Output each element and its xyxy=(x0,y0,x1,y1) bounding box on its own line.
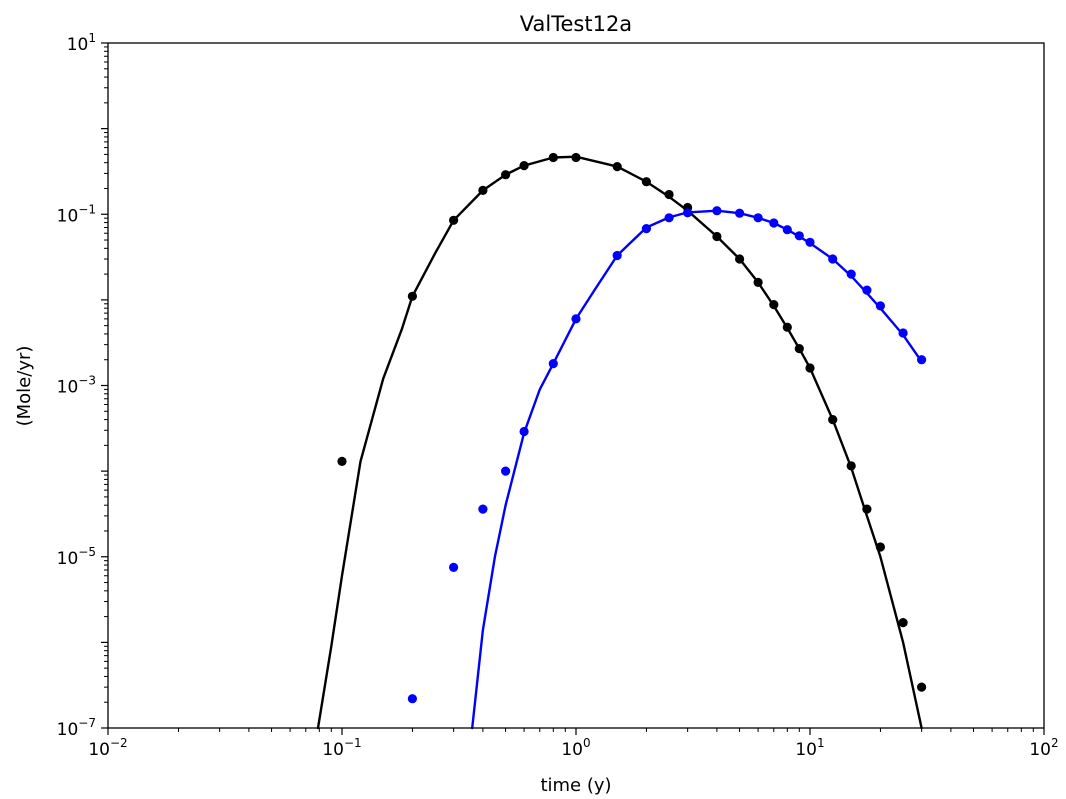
series-1-point xyxy=(862,504,872,514)
y-tick-label: 10−7 xyxy=(57,716,96,740)
series-1-point xyxy=(337,456,347,466)
series-3-point xyxy=(862,285,872,295)
series-3-point xyxy=(501,466,511,476)
series-3-point xyxy=(794,231,804,241)
series-1-point xyxy=(612,162,622,172)
series-1-point xyxy=(571,152,581,163)
series-3-point xyxy=(571,314,581,324)
series-1-point xyxy=(805,363,815,373)
series-3-point xyxy=(612,250,622,261)
series-3-point xyxy=(664,213,674,223)
series-3-point xyxy=(846,269,856,279)
series-1-point xyxy=(478,185,488,195)
series-3-point xyxy=(782,225,792,235)
y-tick-label: 10−5 xyxy=(57,545,96,569)
x-tick-label: 10−2 xyxy=(88,736,127,760)
x-tick-label: 100 xyxy=(561,736,590,760)
series-1-point xyxy=(735,254,745,264)
y-tick-label: 10−3 xyxy=(57,374,96,398)
series-1-point xyxy=(846,461,856,471)
series-3-point xyxy=(898,328,908,338)
series-3-point xyxy=(917,355,927,365)
series-3-point xyxy=(753,213,763,223)
y-tick-label: 10−1 xyxy=(57,202,96,226)
series-3-point xyxy=(683,208,693,218)
x-axis-label: time (y) xyxy=(540,775,611,796)
x-tick-label: 10−1 xyxy=(322,736,361,760)
series-3-point xyxy=(875,301,886,311)
series-1-point xyxy=(407,291,417,301)
series-1-point xyxy=(875,542,886,552)
chart-title: ValTest12a xyxy=(520,12,632,36)
series-3-point xyxy=(478,504,488,514)
series-1-point xyxy=(898,618,908,628)
series-3-point xyxy=(805,237,815,247)
series-1-point xyxy=(753,277,763,287)
series-1-point xyxy=(641,177,652,187)
series-3-point xyxy=(519,426,529,437)
series-1-point xyxy=(917,682,927,692)
series-1-point xyxy=(664,189,674,200)
y-tick-label: 101 xyxy=(67,31,96,55)
series-3-point xyxy=(449,562,459,573)
series-3-point xyxy=(407,694,417,704)
series-1-point xyxy=(794,344,804,354)
series-1-point xyxy=(828,415,838,425)
series-1-point xyxy=(548,152,558,163)
x-tick-label: 102 xyxy=(1029,736,1058,760)
series-3-point xyxy=(769,218,779,228)
y-axis-label: (Mole/yr) xyxy=(14,346,35,427)
x-tick-label: 101 xyxy=(795,736,824,760)
plot-frame xyxy=(107,42,1045,729)
series-3-point xyxy=(735,208,745,218)
series-1-point xyxy=(782,322,792,332)
series-1-point xyxy=(449,215,459,225)
series-1-point xyxy=(712,231,722,242)
series-1-point xyxy=(501,170,511,180)
ticks-layer: 10−2 10−1 100 101 102 10−7 10−5 10−3 10−1 101 xyxy=(57,31,1059,760)
series-1-point xyxy=(519,161,529,171)
series-layer xyxy=(316,152,927,730)
series-3-point xyxy=(548,359,558,369)
series-3-point xyxy=(828,254,838,264)
series-3-point xyxy=(712,206,722,216)
series-1-point xyxy=(769,300,779,310)
series-3-point xyxy=(641,224,652,234)
